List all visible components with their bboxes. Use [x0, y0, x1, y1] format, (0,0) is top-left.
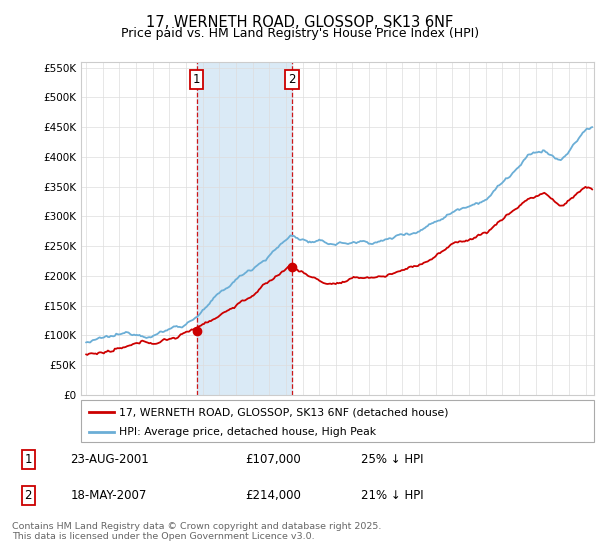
Bar	[197, 62, 292, 395]
Text: 17, WERNETH ROAD, GLOSSOP, SK13 6NF (detached house): 17, WERNETH ROAD, GLOSSOP, SK13 6NF (det…	[119, 407, 449, 417]
Text: HPI: Average price, detached house, High Peak: HPI: Average price, detached house, High…	[119, 427, 377, 437]
Text: 25% ↓ HPI: 25% ↓ HPI	[361, 453, 424, 466]
Text: Contains HM Land Registry data © Crown copyright and database right 2025.
This d: Contains HM Land Registry data © Crown c…	[12, 522, 382, 542]
Text: 2: 2	[25, 489, 32, 502]
Text: 1: 1	[193, 73, 200, 86]
Text: 18-MAY-2007: 18-MAY-2007	[70, 489, 146, 502]
Text: 17, WERNETH ROAD, GLOSSOP, SK13 6NF: 17, WERNETH ROAD, GLOSSOP, SK13 6NF	[146, 15, 454, 30]
Text: 1: 1	[25, 453, 32, 466]
Text: 2: 2	[289, 73, 296, 86]
Text: Price paid vs. HM Land Registry's House Price Index (HPI): Price paid vs. HM Land Registry's House …	[121, 27, 479, 40]
Text: 21% ↓ HPI: 21% ↓ HPI	[361, 489, 424, 502]
Text: £214,000: £214,000	[245, 489, 301, 502]
Text: 23-AUG-2001: 23-AUG-2001	[70, 453, 149, 466]
Text: £107,000: £107,000	[245, 453, 301, 466]
